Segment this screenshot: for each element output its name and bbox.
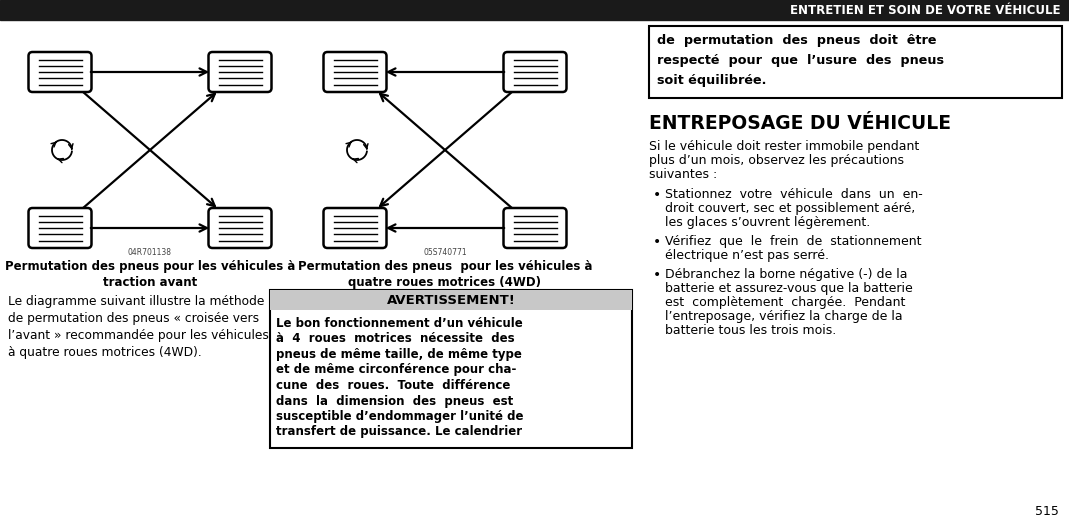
Text: 04R701138: 04R701138 [128, 248, 172, 257]
Text: dans  la  dimension  des  pneus  est: dans la dimension des pneus est [276, 394, 513, 408]
Text: cune  des  roues.  Toute  différence: cune des roues. Toute différence [276, 379, 510, 392]
Text: de  permutation  des  pneus  doit  être: de permutation des pneus doit être [657, 34, 936, 47]
FancyBboxPatch shape [29, 208, 92, 248]
Text: Permutation des pneus  pour les véhicules à
quatre roues motrices (4WD): Permutation des pneus pour les véhicules… [298, 260, 592, 289]
FancyBboxPatch shape [324, 52, 387, 92]
FancyBboxPatch shape [29, 52, 92, 92]
Text: respecté  pour  que  l’usure  des  pneus: respecté pour que l’usure des pneus [657, 54, 944, 67]
Bar [270, 290, 632, 448]
Bar [649, 26, 1062, 98]
Text: est  complètement  chargée.  Pendant: est complètement chargée. Pendant [665, 296, 905, 309]
Text: suivantes :: suivantes : [649, 168, 717, 181]
Text: pneus de même taille, de même type: pneus de même taille, de même type [276, 348, 522, 361]
Text: AVERTISSEMENT!: AVERTISSEMENT! [387, 294, 515, 307]
Text: droit couvert, sec et possiblement aéré,: droit couvert, sec et possiblement aéré, [665, 202, 915, 215]
Text: 515: 515 [1035, 505, 1059, 518]
Text: soit équilibrée.: soit équilibrée. [657, 74, 766, 87]
Bar [270, 290, 632, 310]
FancyBboxPatch shape [208, 208, 272, 248]
Text: et de même circonférence pour cha-: et de même circonférence pour cha- [276, 363, 516, 377]
Text: Stationnez  votre  véhicule  dans  un  en-: Stationnez votre véhicule dans un en- [665, 188, 923, 201]
Text: l’entreposage, vérifiez la charge de la: l’entreposage, vérifiez la charge de la [665, 310, 902, 323]
Text: susceptible d’endommager l’unité de: susceptible d’endommager l’unité de [276, 410, 524, 423]
Text: ENTRETIEN ET SOIN DE VOTRE VÉHICULE: ENTRETIEN ET SOIN DE VOTRE VÉHICULE [790, 4, 1060, 16]
Text: les glaces s’ouvrent légèrement.: les glaces s’ouvrent légèrement. [665, 216, 870, 229]
Text: transfert de puissance. Le calendrier: transfert de puissance. Le calendrier [276, 426, 522, 439]
FancyBboxPatch shape [503, 208, 567, 248]
FancyBboxPatch shape [324, 208, 387, 248]
FancyBboxPatch shape [208, 52, 272, 92]
Text: électrique n’est pas serré.: électrique n’est pas serré. [665, 249, 828, 262]
Text: Si le véhicule doit rester immobile pendant: Si le véhicule doit rester immobile pend… [649, 140, 919, 153]
Text: •: • [653, 235, 662, 249]
FancyBboxPatch shape [503, 52, 567, 92]
Text: Débranchez la borne négative (-) de la: Débranchez la borne négative (-) de la [665, 268, 908, 281]
Text: •: • [653, 268, 662, 282]
Text: batterie et assurez-vous que la batterie: batterie et assurez-vous que la batterie [665, 282, 913, 295]
Text: ENTREPOSAGE DU VÉHICULE: ENTREPOSAGE DU VÉHICULE [649, 114, 951, 133]
Text: batterie tous les trois mois.: batterie tous les trois mois. [665, 324, 836, 337]
Text: Le bon fonctionnement d’un véhicule: Le bon fonctionnement d’un véhicule [276, 317, 523, 330]
Text: Vérifiez  que  le  frein  de  stationnement: Vérifiez que le frein de stationnement [665, 235, 921, 248]
Bar [0, 0, 1069, 20]
Text: à  4  roues  motrices  nécessite  des: à 4 roues motrices nécessite des [276, 332, 514, 346]
Text: Permutation des pneus pour les véhicules à
traction avant: Permutation des pneus pour les véhicules… [5, 260, 295, 289]
Text: 05S740771: 05S740771 [423, 248, 467, 257]
Text: Le diagramme suivant illustre la méthode
de permutation des pneus « croisée vers: Le diagramme suivant illustre la méthode… [7, 295, 269, 359]
Text: •: • [653, 188, 662, 202]
Text: plus d’un mois, observez les précautions: plus d’un mois, observez les précautions [649, 154, 904, 167]
